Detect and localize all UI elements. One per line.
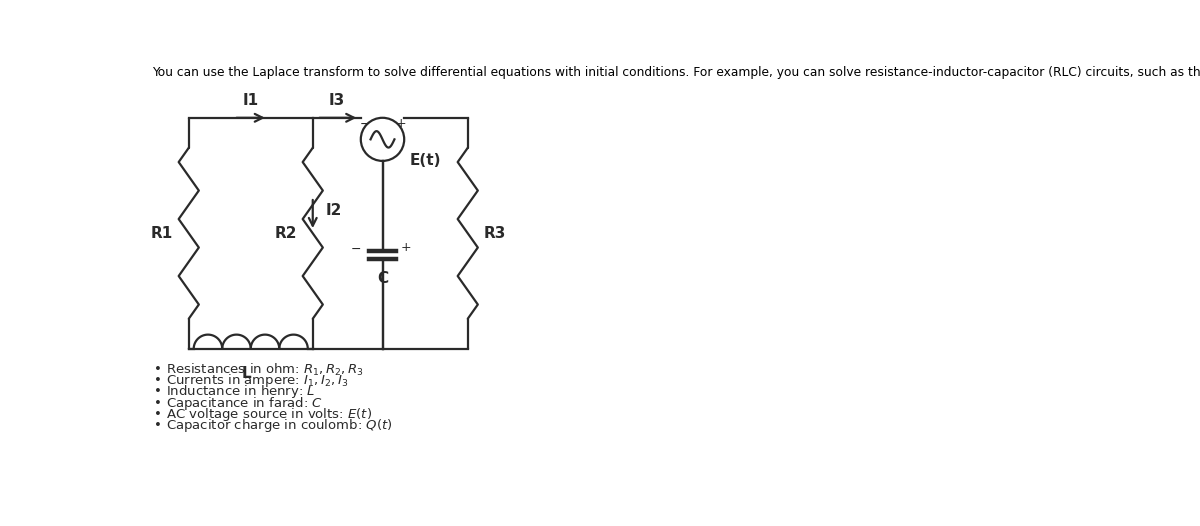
Text: +: + xyxy=(396,117,407,130)
Text: Inductance in henry: $L$: Inductance in henry: $L$ xyxy=(166,383,316,400)
Text: −: − xyxy=(360,117,371,130)
Text: L: L xyxy=(242,366,252,381)
Text: AC voltage source in volts: $E(t)$: AC voltage source in volts: $E(t)$ xyxy=(166,406,372,423)
Text: Currents in ampere: $I_1, I_2, I_3$: Currents in ampere: $I_1, I_2, I_3$ xyxy=(166,372,348,389)
Text: I3: I3 xyxy=(329,93,344,108)
Text: R2: R2 xyxy=(275,226,298,241)
Text: −: − xyxy=(352,242,361,256)
Text: Resistances in ohm: $R_1, R_2, R_3$: Resistances in ohm: $R_1, R_2, R_3$ xyxy=(166,361,364,378)
Text: E(t): E(t) xyxy=(409,154,442,168)
Text: •: • xyxy=(154,386,162,398)
Text: C: C xyxy=(377,271,388,286)
Text: •: • xyxy=(154,397,162,410)
Text: R1: R1 xyxy=(151,226,173,241)
Text: •: • xyxy=(154,419,162,432)
Text: R3: R3 xyxy=(484,226,505,241)
Text: I2: I2 xyxy=(325,203,342,218)
Text: I1: I1 xyxy=(242,93,259,108)
Text: +: + xyxy=(401,241,412,254)
Text: •: • xyxy=(154,363,162,376)
Text: Capacitance in farad: $C$: Capacitance in farad: $C$ xyxy=(166,394,323,411)
Text: Capacitor charge in coulomb: $Q(t)$: Capacitor charge in coulomb: $Q(t)$ xyxy=(166,417,392,434)
Text: You can use the Laplace transform to solve differential equations with initial c: You can use the Laplace transform to sol… xyxy=(151,66,1200,79)
Text: •: • xyxy=(154,408,162,421)
Text: •: • xyxy=(154,374,162,387)
